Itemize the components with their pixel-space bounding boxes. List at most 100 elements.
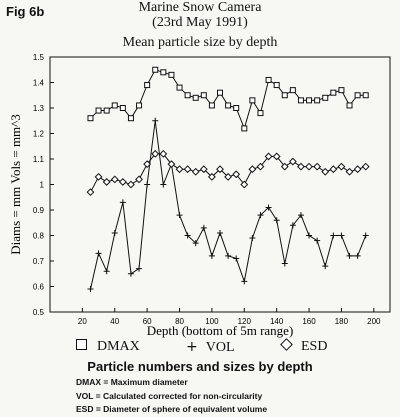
data-point-vol — [208, 252, 215, 259]
data-point-dmax — [208, 102, 215, 109]
data-point-dmax — [87, 115, 94, 122]
diamond-marker-icon — [280, 338, 293, 351]
x-tick-label: 20 — [78, 317, 87, 326]
chart-subtitle-2: Mean particle size by depth — [122, 35, 278, 50]
x-axis: 20 40 60 80 100 120 140 160 180 200 — [78, 308, 381, 326]
data-point-esd — [207, 172, 216, 181]
data-point-vol — [225, 252, 232, 259]
legend-item-esd: ESD — [280, 338, 327, 355]
x-tick-label: 100 — [205, 317, 219, 326]
x-tick-label: 160 — [302, 317, 316, 326]
line-chart: 0.5 0.6 0.7 0.8 0.9 1 1.1 1.2 1.3 1.4 1.5 20 40 60 80… — [8, 53, 391, 338]
data-point-vol — [338, 232, 345, 239]
series-line-vol — [90, 120, 367, 290]
data-point-vol — [346, 252, 353, 259]
series-layer — [86, 66, 370, 293]
x-tick-label: 120 — [238, 317, 252, 326]
data-point-dmax — [95, 107, 102, 114]
series-vol — [87, 117, 369, 293]
data-point-vol — [241, 278, 248, 285]
data-point-dmax — [306, 97, 313, 104]
chart-title: Marine Snow Camera — [138, 0, 262, 15]
data-point-dmax — [184, 92, 191, 99]
chart-subtitle: (23rd May 1991) — [152, 15, 248, 30]
data-point-esd — [345, 167, 354, 176]
data-point-vol — [354, 252, 361, 259]
data-point-dmax — [152, 66, 159, 73]
data-point-dmax — [127, 115, 134, 122]
y-tick-label: 0.6 — [33, 283, 45, 292]
data-point-esd — [264, 152, 273, 161]
data-point-esd — [337, 162, 346, 171]
data-point-esd — [118, 178, 127, 186]
legend: DMAX + VOL ESD — [0, 338, 400, 357]
data-point-esd — [329, 165, 338, 174]
data-point-dmax — [103, 107, 110, 114]
data-point-esd — [159, 149, 168, 158]
data-point-dmax — [249, 97, 256, 104]
data-point-esd — [110, 175, 119, 184]
data-point-vol — [297, 212, 304, 219]
data-point-esd — [143, 160, 152, 169]
data-point-vol — [192, 240, 199, 247]
data-point-esd — [321, 167, 330, 176]
series-dmax — [87, 66, 369, 132]
data-point-dmax — [346, 102, 353, 109]
data-point-esd — [353, 165, 362, 174]
data-point-dmax — [273, 82, 280, 89]
data-point-vol — [273, 217, 280, 224]
data-point-dmax — [144, 82, 151, 89]
data-point-esd — [305, 162, 313, 171]
data-point-vol — [176, 212, 183, 219]
caption-title: Particle numbers and sizes by depth — [87, 359, 313, 374]
data-point-vol — [111, 229, 118, 236]
data-point-vol — [330, 232, 337, 239]
data-point-dmax — [354, 92, 361, 99]
x-tick-label: 80 — [175, 317, 184, 326]
data-point-dmax — [217, 89, 223, 96]
data-point-esd — [135, 175, 143, 184]
data-point-dmax — [168, 71, 175, 78]
x-tick-label: 40 — [110, 317, 119, 326]
legend-label-dmax: DMAX — [97, 339, 140, 354]
data-point-esd — [232, 170, 241, 179]
plus-marker-icon: + — [186, 339, 198, 355]
data-point-dmax — [338, 87, 345, 94]
data-point-esd — [280, 162, 289, 171]
data-point-esd — [361, 162, 370, 171]
data-point-vol — [281, 260, 288, 267]
data-point-esd — [183, 165, 192, 174]
x-tick-label: 200 — [367, 317, 381, 326]
legend-label-vol: VOL — [205, 340, 235, 355]
data-point-dmax — [160, 69, 167, 76]
data-point-vol — [144, 181, 151, 188]
data-point-vol — [184, 232, 191, 239]
y-tick-label: 1.4 — [33, 79, 45, 88]
caption-line-vol: VOL = Calculated corrected for non-circu… — [76, 391, 263, 401]
y-tick-label: 0.8 — [33, 232, 45, 241]
data-point-dmax — [265, 76, 272, 83]
data-point-dmax — [111, 102, 118, 109]
data-point-vol — [200, 224, 207, 231]
data-point-dmax — [233, 105, 240, 111]
y-axis: 0.5 0.6 0.7 0.8 0.9 1 1.1 1.2 1.3 1.4 1.5 — [33, 53, 54, 317]
data-point-vol — [217, 229, 223, 236]
data-point-esd — [313, 162, 322, 171]
data-point-dmax — [314, 97, 321, 104]
data-point-vol — [314, 237, 321, 244]
data-point-esd — [175, 165, 184, 174]
data-point-dmax — [200, 92, 207, 99]
data-point-esd — [94, 172, 103, 181]
data-point-vol — [257, 212, 264, 219]
series-esd — [86, 149, 370, 197]
data-point-dmax — [322, 94, 329, 101]
y-tick-label: 1.2 — [33, 130, 45, 139]
data-point-esd — [151, 149, 160, 158]
data-point-dmax — [192, 94, 199, 101]
data-point-esd — [199, 165, 208, 174]
data-point-vol — [136, 265, 143, 272]
data-point-esd — [167, 160, 176, 169]
data-point-esd — [216, 165, 224, 174]
data-point-dmax — [241, 125, 248, 132]
data-point-dmax — [136, 102, 143, 109]
